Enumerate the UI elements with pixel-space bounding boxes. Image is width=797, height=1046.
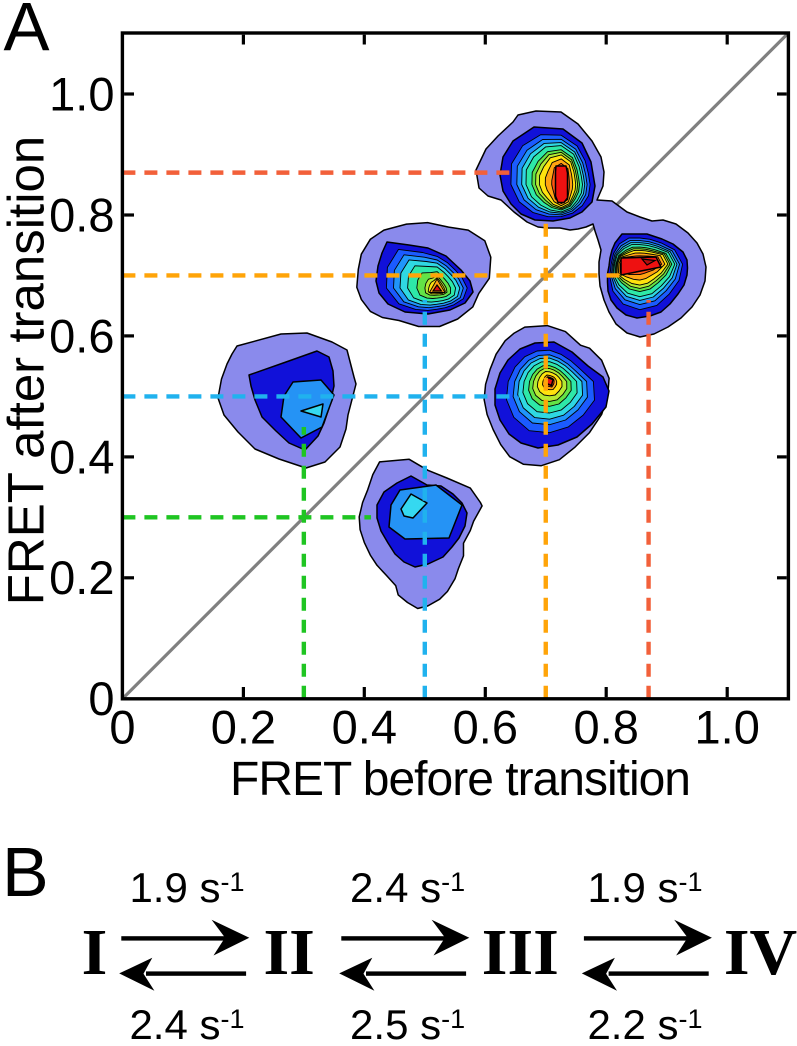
- svg-text:A: A: [4, 0, 50, 66]
- svg-text:1.0: 1.0: [695, 701, 760, 754]
- svg-text:FRET before transition: FRET before transition: [230, 753, 690, 806]
- svg-text:0.2: 0.2: [49, 551, 114, 604]
- svg-text:0: 0: [109, 701, 135, 754]
- svg-text:1.0: 1.0: [49, 67, 114, 120]
- svg-text:0.6: 0.6: [453, 701, 518, 754]
- svg-text:0.2: 0.2: [211, 701, 276, 754]
- svg-text:II: II: [264, 916, 315, 989]
- svg-text:0.8: 0.8: [574, 701, 639, 754]
- svg-text:0.6: 0.6: [49, 309, 114, 362]
- svg-text:2.4 s-1: 2.4 s-1: [129, 1001, 244, 1046]
- svg-text:I: I: [82, 916, 108, 989]
- svg-text:FRET after transition: FRET after transition: [0, 136, 55, 606]
- svg-text:IV: IV: [724, 916, 797, 989]
- svg-text:III: III: [482, 916, 559, 989]
- svg-text:0.4: 0.4: [332, 701, 397, 754]
- svg-text:0.8: 0.8: [49, 188, 114, 241]
- svg-text:0.4: 0.4: [49, 430, 114, 483]
- svg-text:B: B: [2, 833, 49, 911]
- svg-text:2.4 s-1: 2.4 s-1: [350, 864, 465, 911]
- svg-text:0: 0: [88, 672, 114, 725]
